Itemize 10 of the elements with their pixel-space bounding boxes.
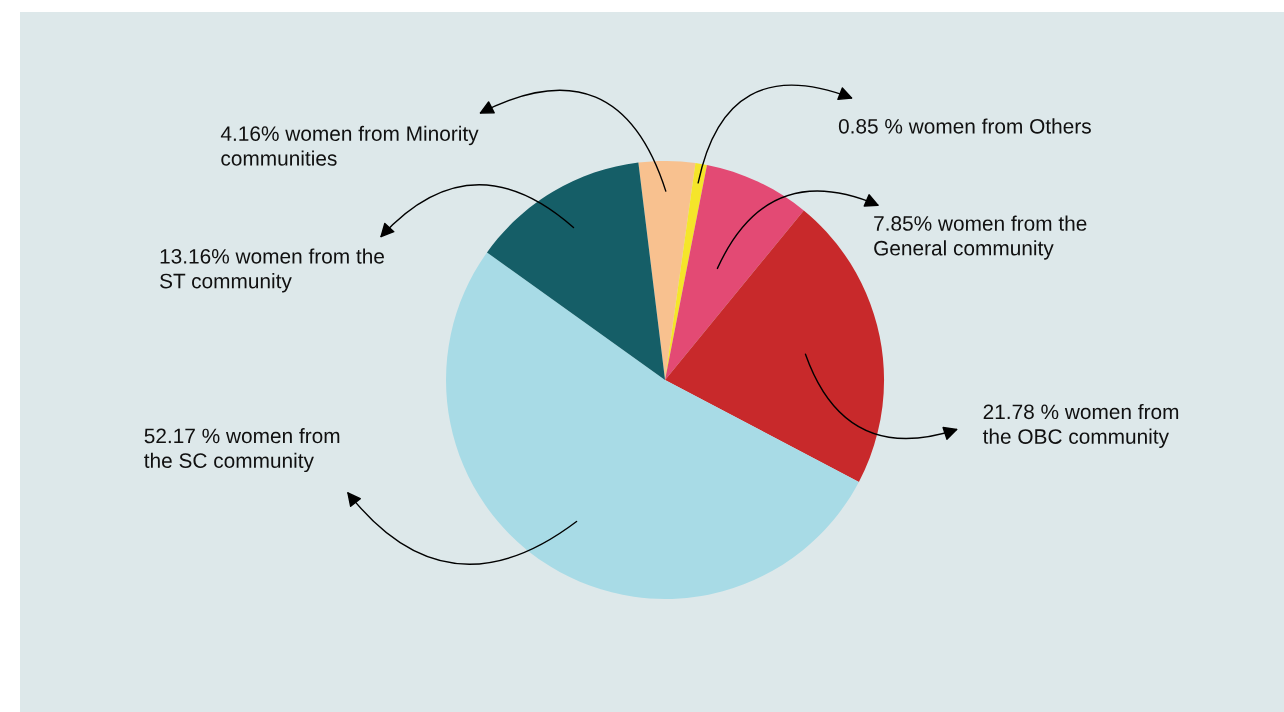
slice-label: 13.16% women from the ST community	[160, 248, 384, 293]
slice-label: 52.17 % women from the SC community	[144, 428, 340, 473]
slice-label: 7.85% women from the General community	[874, 215, 1087, 260]
pie-slice	[665, 164, 804, 380]
slice-label: 21.78 % women from the OBC community	[982, 403, 1179, 449]
pie-slice	[638, 160, 696, 380]
slice-label: 0.85 % women from Others	[838, 118, 1091, 134]
pie-slice	[486, 162, 666, 380]
slice-label: 4.16% women from Minority communities	[220, 125, 479, 166]
pie-slice	[446, 252, 859, 599]
